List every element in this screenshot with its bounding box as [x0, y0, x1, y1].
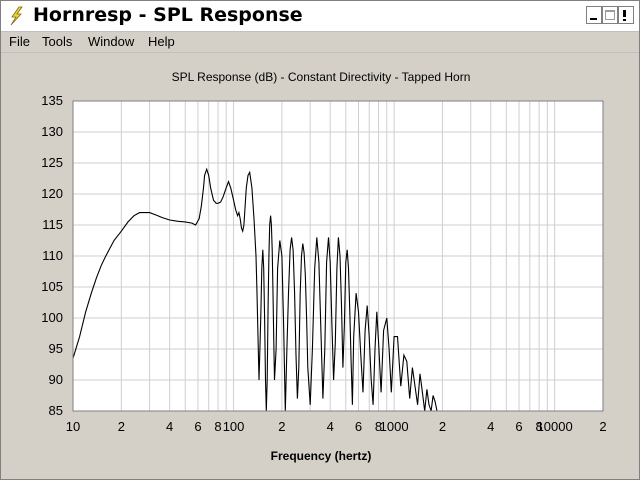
y-tick-label: 105 [41, 279, 63, 294]
x-tick-label: 2 [278, 419, 285, 434]
x-tick-label: 4 [487, 419, 494, 434]
menu-tools[interactable]: Tools [42, 34, 73, 49]
minimize-icon [590, 18, 597, 20]
maximize-button[interactable] [602, 6, 618, 24]
x-tick-label: 6 [194, 419, 201, 434]
y-tick-label: 115 [42, 217, 63, 232]
x-axis-label: Frequency (hertz) [271, 449, 372, 463]
x-tick-label: 6 [515, 419, 522, 434]
spl-response-chart: SPL Response (dB) - Constant Directivity… [41, 70, 607, 463]
close-icon [623, 10, 626, 21]
x-tick-label: 8 [375, 419, 382, 434]
x-tick-label: 8 [535, 419, 542, 434]
window-title: Hornresp - SPL Response [33, 4, 303, 26]
x-tick-label: 1000 [380, 419, 409, 434]
y-tick-label: 110 [42, 248, 63, 263]
x-tick-label: 10000 [537, 419, 573, 434]
x-tick-label: 2 [599, 419, 606, 434]
title-bar[interactable]: Hornresp - SPL Response [1, 1, 639, 32]
y-tick-label: 120 [41, 186, 63, 201]
plot-border [72, 100, 604, 412]
y-tick-label: 125 [41, 155, 63, 170]
y-tick-labels: 85 90 95 100 105 110 115 120 125 130 135 [41, 93, 63, 418]
x-tick-label: 8 [214, 419, 221, 434]
menu-bar: File Tools Window Help [1, 32, 639, 53]
x-tick-label: 6 [355, 419, 362, 434]
menu-file[interactable]: File [9, 34, 30, 49]
y-tick-label: 100 [41, 310, 63, 325]
chart-title: SPL Response (dB) - Constant Directivity… [172, 70, 471, 84]
y-tick-label: 85 [49, 403, 63, 418]
lightning-bolt-icon [10, 6, 23, 26]
minimize-button[interactable] [586, 6, 602, 24]
y-tick-label: 130 [41, 124, 63, 139]
series-line [72, 167, 439, 412]
y-tick-label: 135 [41, 93, 63, 108]
x-tick-label: 4 [327, 419, 334, 434]
y-tick-label: 90 [49, 372, 63, 387]
x-tick-label: 4 [166, 419, 173, 434]
x-tick-label: 100 [223, 419, 245, 434]
y-tick-label: 95 [49, 341, 63, 356]
menu-window[interactable]: Window [88, 34, 135, 49]
close-button[interactable] [618, 6, 634, 24]
x-tick-label: 2 [439, 419, 446, 434]
x-tick-label: 10 [66, 419, 80, 434]
menu-help[interactable]: Help [148, 34, 175, 49]
x-tick-label: 2 [118, 419, 125, 434]
maximize-icon [605, 10, 615, 20]
